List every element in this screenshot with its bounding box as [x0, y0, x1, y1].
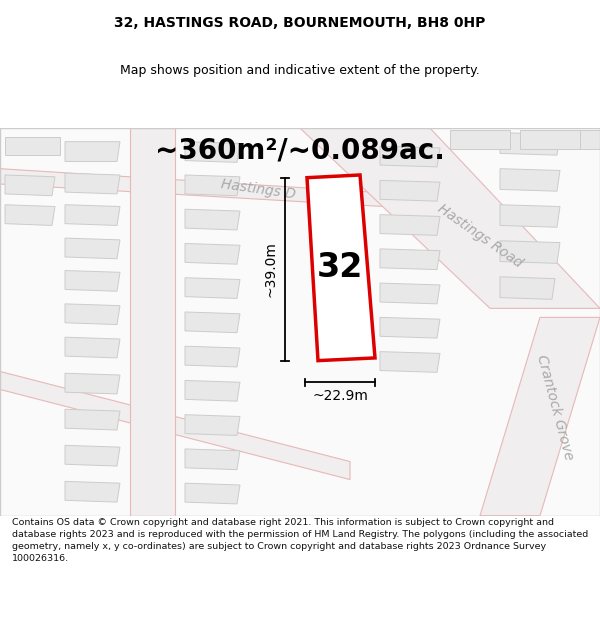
Polygon shape — [500, 169, 560, 191]
Polygon shape — [580, 130, 600, 149]
Text: Crantock Grove: Crantock Grove — [534, 353, 576, 462]
Text: Map shows position and indicative extent of the property.: Map shows position and indicative extent… — [120, 64, 480, 77]
Polygon shape — [65, 338, 120, 358]
Polygon shape — [500, 241, 560, 263]
Polygon shape — [130, 128, 175, 516]
Polygon shape — [380, 214, 440, 236]
Polygon shape — [500, 132, 560, 155]
Text: Hastings Road: Hastings Road — [435, 202, 525, 271]
Polygon shape — [480, 318, 600, 516]
Polygon shape — [5, 137, 60, 155]
Polygon shape — [500, 277, 555, 299]
Polygon shape — [185, 278, 240, 299]
Polygon shape — [500, 205, 560, 228]
Polygon shape — [65, 205, 120, 226]
Polygon shape — [0, 371, 350, 479]
Polygon shape — [65, 446, 120, 466]
Polygon shape — [185, 142, 240, 162]
Polygon shape — [5, 175, 55, 196]
Polygon shape — [380, 249, 440, 269]
Polygon shape — [300, 128, 600, 308]
Polygon shape — [65, 481, 120, 502]
Polygon shape — [380, 318, 440, 338]
Polygon shape — [185, 381, 240, 401]
Polygon shape — [185, 346, 240, 367]
Text: 32: 32 — [317, 251, 363, 284]
Text: Contains OS data © Crown copyright and database right 2021. This information is : Contains OS data © Crown copyright and d… — [12, 518, 588, 563]
Polygon shape — [65, 373, 120, 394]
Polygon shape — [307, 175, 375, 361]
Polygon shape — [65, 142, 120, 161]
Polygon shape — [185, 175, 240, 196]
Polygon shape — [65, 304, 120, 324]
Polygon shape — [520, 130, 580, 149]
Polygon shape — [185, 483, 240, 504]
Text: 32, HASTINGS ROAD, BOURNEMOUTH, BH8 0HP: 32, HASTINGS ROAD, BOURNEMOUTH, BH8 0HP — [115, 16, 485, 30]
Text: ~360m²/~0.089ac.: ~360m²/~0.089ac. — [155, 136, 445, 164]
Polygon shape — [185, 312, 240, 332]
Polygon shape — [380, 283, 440, 304]
Polygon shape — [65, 271, 120, 291]
Polygon shape — [185, 415, 240, 436]
Polygon shape — [5, 205, 55, 226]
Polygon shape — [380, 352, 440, 372]
Text: ~22.9m: ~22.9m — [312, 389, 368, 404]
Polygon shape — [380, 181, 440, 201]
Text: ~39.0m: ~39.0m — [263, 241, 277, 297]
Polygon shape — [185, 449, 240, 469]
Polygon shape — [0, 169, 430, 209]
Text: Hastings D: Hastings D — [220, 177, 296, 202]
Polygon shape — [380, 146, 440, 167]
Polygon shape — [185, 244, 240, 264]
Polygon shape — [450, 130, 510, 149]
Polygon shape — [65, 173, 120, 194]
Polygon shape — [185, 209, 240, 230]
Polygon shape — [65, 238, 120, 259]
Polygon shape — [65, 409, 120, 430]
